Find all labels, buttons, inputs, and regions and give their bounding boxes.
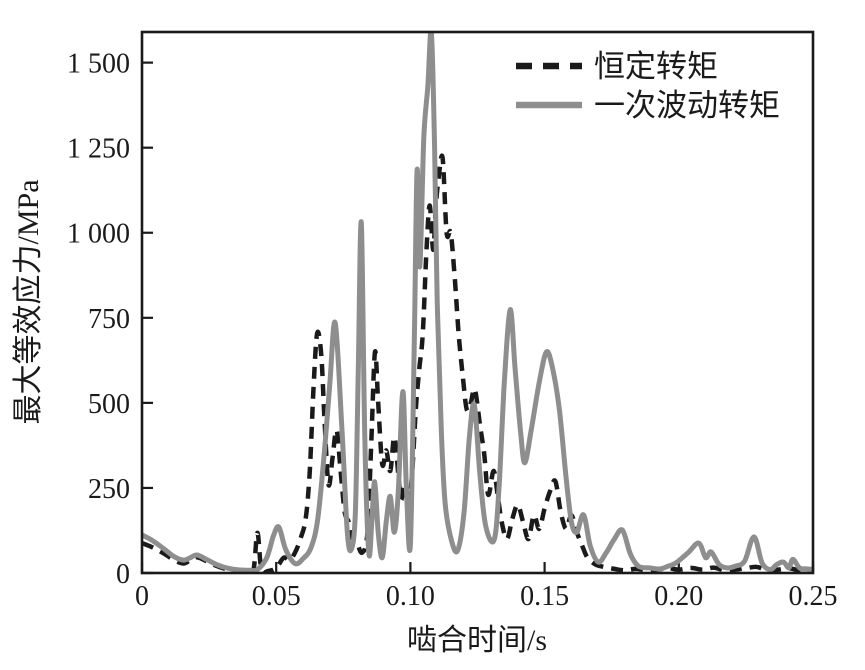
- x-tick-label-0.15: 0.15: [520, 581, 569, 612]
- y-tick-label-500: 500: [88, 389, 130, 420]
- y-tick-label-1 000: 1 000: [67, 219, 130, 250]
- curve-constant-torque: [142, 153, 813, 573]
- legend: 恒定转矩 一次波动转矩: [516, 49, 780, 123]
- legend-label-constant-torque: 恒定转矩: [594, 49, 718, 84]
- x-tick-label-0.20: 0.20: [654, 581, 703, 612]
- plot-border: [140, 30, 815, 575]
- y-tick-label-0: 0: [116, 559, 130, 590]
- y-tick-label-250: 250: [88, 474, 130, 505]
- x-tick-label-0.10: 0.10: [386, 581, 435, 612]
- y-axis-title: 最大等效应力/MPa: [12, 179, 45, 424]
- legend-label-fluctuating-torque: 一次波动转矩: [594, 88, 780, 123]
- y-tick-label-1 250: 1 250: [67, 134, 130, 165]
- x-tick-label-0: 0: [135, 581, 149, 612]
- x-tick-label-0.25: 0.25: [789, 581, 838, 612]
- x-axis-ticks: 0 0.05 0.10 0.15 0.20 0.25: [135, 562, 838, 612]
- y-tick-label-1 500: 1 500: [67, 49, 130, 80]
- y-axis-ticks: 0 250 500 750 1 000 1 250 1 500: [67, 49, 153, 590]
- y-tick-label-750: 750: [88, 304, 130, 335]
- curve-fluctuating-torque: [142, 32, 813, 573]
- x-axis-title: 啮合时间/s: [407, 624, 547, 657]
- x-tick-label-0.05: 0.05: [252, 581, 301, 612]
- data-curves: [142, 32, 813, 573]
